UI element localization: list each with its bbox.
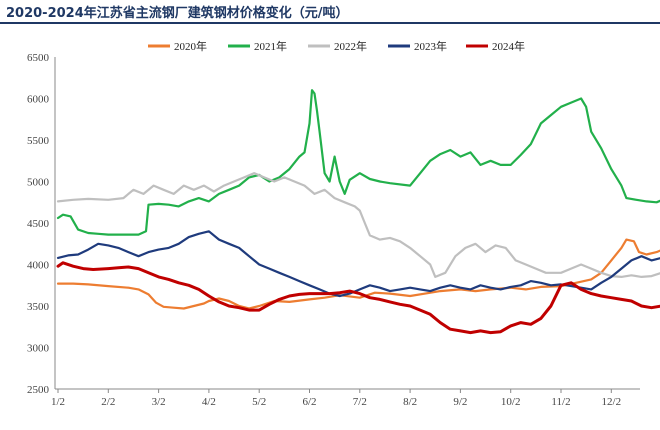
legend-item: 2023年 [388,39,447,53]
legend-label: 2024年 [492,39,525,53]
legend-item: 2021年 [228,39,287,53]
x-tick-label: 3/2 [152,396,166,408]
legend-label: 2020年 [174,39,207,53]
x-tick-label: 6/2 [302,396,316,408]
x-tick-label: 9/2 [453,396,467,408]
x-tick-label: 1/2 [51,396,65,408]
y-tick-label: 5000 [27,177,50,189]
y-tick-label: 3000 [27,343,50,355]
x-tick-label: 8/2 [403,396,417,408]
x-tick-label: 2/2 [101,396,115,408]
x-tick-label: 12/2 [602,396,622,408]
y-tick-label: 6500 [27,52,50,64]
x-tick-label: 11/2 [551,396,570,408]
series-line-2020 [56,238,660,310]
y-axis-ticks: 2500 3000 3500 4000 4500 5000 5500 6000 6500 [27,52,50,396]
series-line-2023 [56,230,660,298]
legend-label: 2022年 [334,39,367,53]
y-tick-label: 6000 [27,94,50,106]
series-line-2022 [56,172,660,278]
series-line-2021 [56,89,660,236]
chart-legend: 2020年 2021年 2022年 2023年 2024年 [148,39,525,53]
chart-axes [54,57,640,390]
x-tick-label: 5/2 [252,396,266,408]
legend-item: 2020年 [148,39,207,53]
y-tick-label: 4000 [27,260,50,272]
chart-title: 2020-2024年江苏省主流钢厂建筑钢材价格变化（元/吨） [6,6,349,21]
x-tick-label: 4/2 [202,396,216,408]
x-tick-label: 7/2 [353,396,367,408]
title-underline [0,22,660,24]
x-tick-label: 10/2 [501,396,521,408]
series-lines [56,89,660,335]
legend-label: 2023年 [414,39,447,53]
x-axis-ticks: 1/2 2/2 3/2 4/2 5/2 6/2 7/2 8/2 9/2 10/2 11/2 12/2 [51,389,621,408]
y-tick-label: 4500 [27,218,50,230]
legend-label: 2021年 [254,39,287,53]
legend-item: 2022年 [308,39,367,53]
y-tick-label: 3500 [27,301,50,313]
legend-item: 2024年 [466,39,525,53]
series-line-2024 [56,261,660,335]
y-tick-label: 2500 [27,384,50,396]
y-tick-label: 5500 [27,135,50,147]
